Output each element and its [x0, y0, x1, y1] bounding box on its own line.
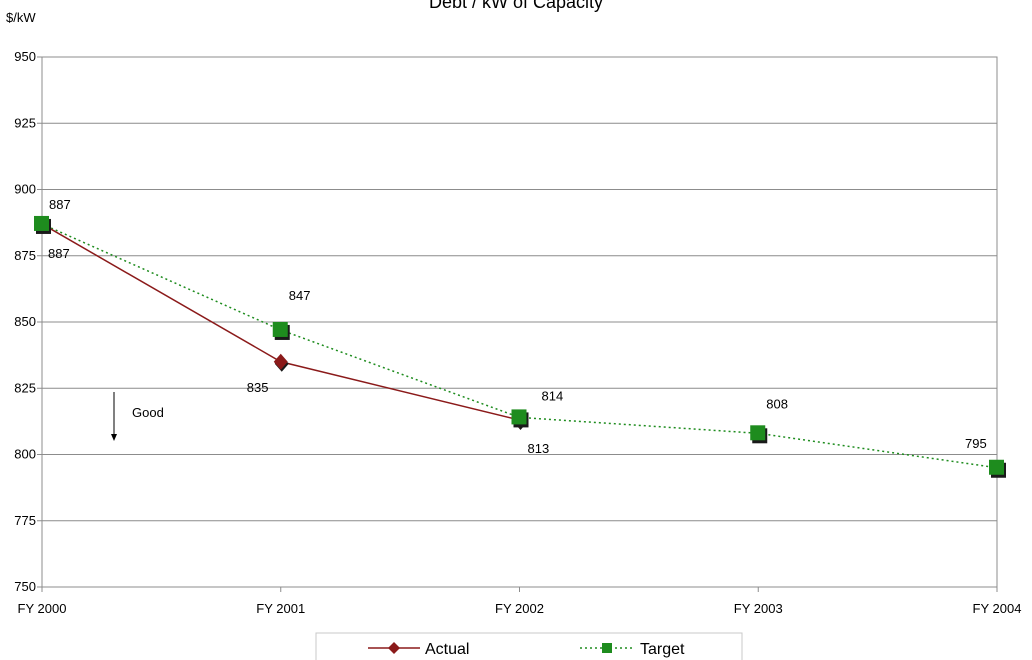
y-axis-label: $/kW	[6, 10, 36, 25]
target-point	[34, 215, 49, 231]
legend-box	[315, 632, 743, 660]
x-axis-ticks: FY 2000 FY 2001 FY 2002 FY 2003 FY 2004	[18, 587, 1022, 616]
square-marker-icon	[602, 643, 612, 653]
data-label-target: 814	[542, 388, 564, 403]
gridlines	[42, 122, 997, 522]
legend-item-actual: Actual	[368, 641, 469, 658]
data-label-target: 795	[965, 436, 987, 451]
data-label-target: 847	[289, 288, 311, 303]
chart-title: Debt / kW of Capacity	[429, 0, 603, 12]
data-labels: 887 835 813 887 847 814 808 795	[48, 197, 987, 456]
x-tick-label: FY 2003	[734, 601, 783, 616]
x-tick-label: FY 2000	[18, 601, 67, 616]
y-tick-label: 800	[14, 447, 36, 462]
legend: Actual Target	[315, 632, 743, 660]
x-tick-label: FY 2001	[256, 601, 305, 616]
legend-item-target: Target	[580, 641, 685, 658]
diamond-marker-icon	[388, 642, 400, 654]
good-label: Good	[132, 405, 164, 420]
target-point	[511, 409, 527, 425]
x-tick-label: FY 2004	[973, 601, 1022, 616]
legend-label-actual: Actual	[425, 641, 469, 658]
series-layer	[34, 215, 1006, 478]
y-tick-label: 850	[14, 314, 36, 329]
data-label-actual: 835	[247, 380, 269, 395]
target-point	[989, 459, 1004, 475]
y-tick-label: 750	[14, 579, 36, 594]
y-axis-ticks: 750 775 800 825 850 875 900 925 950	[14, 49, 42, 594]
data-label-target: 887	[49, 197, 71, 212]
x-tick-label: FY 2002	[495, 601, 544, 616]
series-line-target	[41, 223, 998, 469]
data-label-actual: 813	[528, 441, 550, 456]
y-tick-label: 825	[14, 380, 36, 395]
y-tick-label: 950	[14, 49, 36, 64]
legend-label-target: Target	[640, 641, 685, 658]
y-tick-label: 925	[14, 115, 36, 130]
data-label-target: 808	[766, 396, 788, 411]
target-point	[750, 425, 766, 441]
good-annotation: Good	[111, 392, 164, 441]
y-tick-label: 875	[14, 248, 36, 263]
arrow-head-icon	[111, 434, 117, 441]
actual-point	[273, 353, 288, 370]
y-tick-label: 900	[14, 182, 36, 197]
y-tick-label: 775	[14, 513, 36, 528]
target-point	[272, 321, 288, 337]
data-label-actual: 887	[48, 246, 70, 261]
